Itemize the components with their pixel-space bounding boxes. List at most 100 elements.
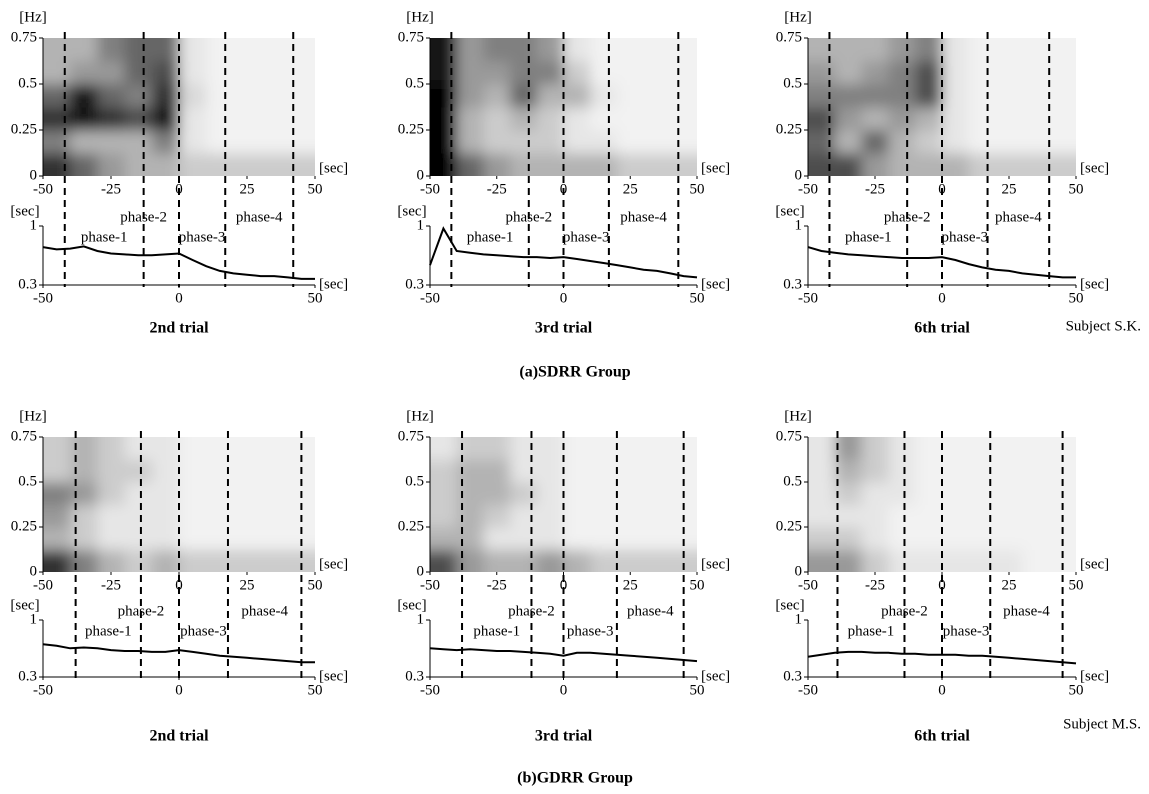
- heatmap-cell: [151, 84, 180, 108]
- y-tick-label: 0.25: [398, 121, 424, 137]
- x-tick-label: 0: [560, 290, 568, 306]
- heatmap-cell: [915, 107, 943, 131]
- x-unit-label: [sec]: [1080, 556, 1109, 572]
- heatmap-cell: [888, 84, 916, 108]
- x-tick-label: 25: [240, 181, 255, 197]
- heatmap-cell: [97, 549, 126, 572]
- heatmap-cell: [233, 130, 262, 154]
- heatmap-cell: [643, 107, 671, 131]
- heatmap-cell: [643, 130, 671, 154]
- heatmap-cell: [510, 504, 538, 528]
- heatmap-cell: [1049, 153, 1076, 176]
- x-tick-label: 0: [560, 682, 568, 698]
- subject-label: Subject M.S.: [1063, 716, 1141, 732]
- heatmap-cell: [151, 61, 180, 85]
- heatmap-cell: [206, 459, 234, 483]
- x-unit-label: [sec]: [319, 160, 348, 176]
- y-tick-label: 0.3: [405, 668, 424, 684]
- heatmap-cell: [563, 130, 591, 154]
- heatmap-cell: [1049, 84, 1076, 108]
- y-unit-label: [Hz]: [406, 408, 433, 424]
- heatmap-cell: [915, 130, 943, 154]
- heatmap-cell: [536, 459, 564, 483]
- heatmap-cell: [430, 504, 458, 528]
- heatmap-cell: [915, 84, 943, 108]
- phase-label: phase-2: [505, 209, 552, 225]
- heatmap-cell: [808, 459, 836, 483]
- heatmap-cell: [808, 504, 836, 528]
- x-tick-label: -50: [33, 577, 53, 593]
- heatmap-cell: [287, 130, 315, 154]
- y-unit-label: [sec]: [775, 203, 804, 219]
- heatmap-cell: [590, 107, 618, 131]
- x-tick-label: -50: [420, 181, 440, 197]
- heatmap-cell: [456, 437, 484, 460]
- x-tick-label: 0: [938, 290, 946, 306]
- x-tick-label: 25: [1002, 577, 1017, 593]
- heatmap-cell: [483, 153, 511, 176]
- heatmap-cell: [97, 504, 126, 528]
- heatmap-cell: [590, 61, 618, 85]
- y-tick-label: 1: [795, 217, 803, 233]
- heatmap-cell: [206, 482, 234, 505]
- heatmap-cell: [179, 549, 207, 572]
- x-unit-label: [sec]: [701, 276, 730, 292]
- heatmap-cell: [616, 153, 645, 176]
- heatmap-cell: [97, 153, 126, 176]
- heatmap-cell: [430, 84, 458, 108]
- heatmap-cell: [915, 527, 943, 550]
- heatmap-cell: [70, 482, 98, 505]
- y-tick-label: 0.3: [405, 276, 424, 292]
- trial-title: 6th trial: [914, 320, 970, 337]
- rri-line: [429, 647, 698, 663]
- heatmap-cell: [151, 437, 180, 460]
- phase-label: phase-3: [179, 229, 226, 245]
- heatmap-cell: [43, 437, 71, 460]
- heatmap-cell: [1022, 84, 1050, 108]
- heatmap-cell: [995, 504, 1023, 528]
- x-tick-label: 50: [690, 577, 705, 593]
- heatmap-cell: [179, 527, 207, 550]
- y-tick-label: 0.5: [405, 75, 424, 91]
- heatmap-cell: [233, 437, 262, 460]
- heatmap-cell: [670, 130, 697, 154]
- x-tick-label: 50: [1069, 181, 1084, 197]
- y-unit-label: [sec]: [397, 597, 426, 613]
- heatmap-cell: [510, 437, 538, 460]
- heatmap-cell: [808, 130, 836, 154]
- heatmap-cell: [563, 107, 591, 131]
- y-unit-label: [Hz]: [784, 408, 811, 424]
- y-tick-label: 0.75: [398, 29, 424, 45]
- phase-label: phase-1: [85, 623, 132, 639]
- y-unit-label: [Hz]: [19, 408, 46, 424]
- heatmap-cell: [483, 527, 511, 550]
- x-tick-label: 0: [938, 682, 946, 698]
- heatmap-cell: [995, 107, 1023, 131]
- heatmap-cell: [430, 527, 458, 550]
- heatmap-cell: [670, 504, 697, 528]
- heatmap-cell: [70, 459, 98, 483]
- heatmap-cell: [590, 482, 618, 505]
- heatmap-cell: [1022, 153, 1050, 176]
- heatmap-cell: [456, 549, 484, 572]
- x-tick-label: 0: [938, 577, 946, 593]
- heatmap-cell: [808, 549, 836, 572]
- x-tick-label: -50: [798, 577, 818, 593]
- y-tick-label: 1: [30, 217, 38, 233]
- heatmap-cell: [861, 437, 889, 460]
- heatmap-cell: [151, 153, 180, 176]
- heatmap-cell: [968, 504, 997, 528]
- phase-label: phase-4: [241, 603, 288, 619]
- phase-label: phase-3: [943, 623, 990, 639]
- y-tick-label: 0: [30, 563, 38, 579]
- heatmap-cell: [151, 130, 180, 154]
- heatmap-cell: [1022, 482, 1050, 505]
- x-tick-label: 0: [175, 577, 183, 593]
- heatmap-cell: [287, 61, 315, 85]
- heatmap-cell: [861, 459, 889, 483]
- heatmap-cell: [861, 38, 889, 62]
- phase-label: phase-4: [627, 603, 674, 619]
- heatmap-cell: [834, 130, 863, 154]
- heatmap-cell: [97, 84, 126, 108]
- heatmap-cell: [233, 459, 262, 483]
